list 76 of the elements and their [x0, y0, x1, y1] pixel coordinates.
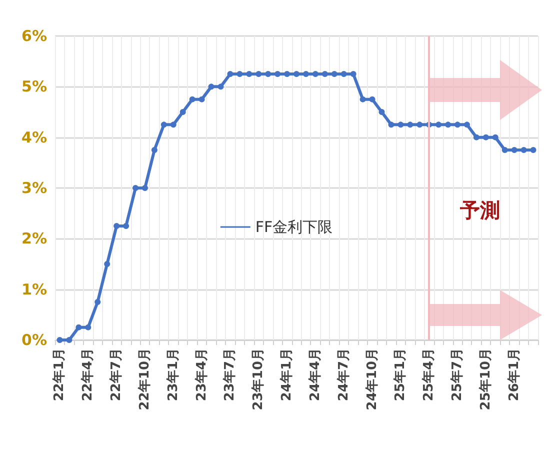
- point: [369, 96, 376, 102]
- point: [180, 109, 186, 115]
- point: [85, 324, 92, 330]
- point: [530, 147, 536, 153]
- point: [142, 185, 148, 191]
- point: [302, 71, 309, 77]
- x-tick-label: 25年7月: [450, 348, 465, 402]
- point: [473, 134, 480, 140]
- point: [454, 122, 460, 128]
- x-tick-label: 25年1月: [393, 348, 408, 402]
- point: [340, 71, 347, 77]
- point: [104, 261, 110, 267]
- point: [502, 147, 508, 153]
- point: [284, 71, 290, 77]
- point: [312, 71, 318, 77]
- x-tick-label: 22年4月: [80, 348, 96, 402]
- x-tick-label: 23年7月: [222, 348, 238, 402]
- y-tick-label: 6%: [22, 27, 47, 45]
- point: [94, 299, 101, 305]
- x-tick-label: 23年4月: [194, 348, 210, 402]
- x-tick-label: 22年7月: [109, 348, 124, 402]
- point: [360, 96, 366, 102]
- point: [520, 147, 527, 153]
- point: [56, 337, 63, 343]
- point: [378, 109, 385, 115]
- point: [322, 71, 328, 77]
- point: [416, 122, 423, 128]
- x-tick-label: 22年1月: [52, 348, 68, 402]
- point: [151, 147, 158, 153]
- point: [132, 185, 138, 191]
- x-tick-label: 22年10月: [137, 348, 152, 410]
- x-tick-label: 25年4月: [422, 348, 437, 402]
- x-tick-label: 24年7月: [336, 348, 352, 402]
- x-tick-label: 23年1月: [166, 348, 181, 402]
- point: [350, 71, 356, 77]
- y-tick-label: 3%: [22, 179, 47, 197]
- point: [274, 71, 281, 77]
- point: [436, 122, 442, 128]
- point: [114, 223, 120, 229]
- x-tick-label: 25年10月: [478, 348, 494, 410]
- point: [492, 134, 498, 140]
- point: [482, 134, 489, 140]
- x-tick-label: 26年1月: [506, 348, 522, 402]
- y-tick-label: 0%: [22, 331, 47, 349]
- y-tick-label: 5%: [22, 78, 47, 96]
- point: [246, 71, 252, 77]
- point: [198, 96, 205, 102]
- point: [189, 96, 196, 102]
- point: [170, 122, 176, 128]
- y-tick-label: 2%: [22, 230, 47, 248]
- point: [445, 122, 452, 128]
- point: [160, 122, 167, 128]
- point: [398, 122, 404, 128]
- point: [265, 71, 272, 77]
- point: [123, 223, 130, 229]
- y-tick-label: 4%: [22, 128, 47, 146]
- point: [66, 337, 72, 343]
- point: [388, 122, 394, 128]
- point: [331, 71, 338, 77]
- x-tick-label: 24年1月: [280, 348, 295, 402]
- point: [294, 71, 300, 77]
- x-tick-label: 24年10月: [364, 348, 380, 410]
- point: [256, 71, 262, 77]
- point: [227, 71, 234, 77]
- x-tick-label: 23年10月: [251, 348, 266, 410]
- point: [208, 84, 214, 90]
- point: [218, 84, 224, 90]
- x-tick-label: 24年4月: [308, 348, 323, 402]
- legend-label: FF金利下限: [255, 218, 333, 236]
- point: [511, 147, 518, 153]
- annotation: 予測: [459, 198, 500, 222]
- point: [236, 71, 243, 77]
- y-tick-label: 1%: [22, 280, 47, 298]
- point: [464, 122, 470, 128]
- point: [76, 324, 82, 330]
- point: [407, 122, 414, 128]
